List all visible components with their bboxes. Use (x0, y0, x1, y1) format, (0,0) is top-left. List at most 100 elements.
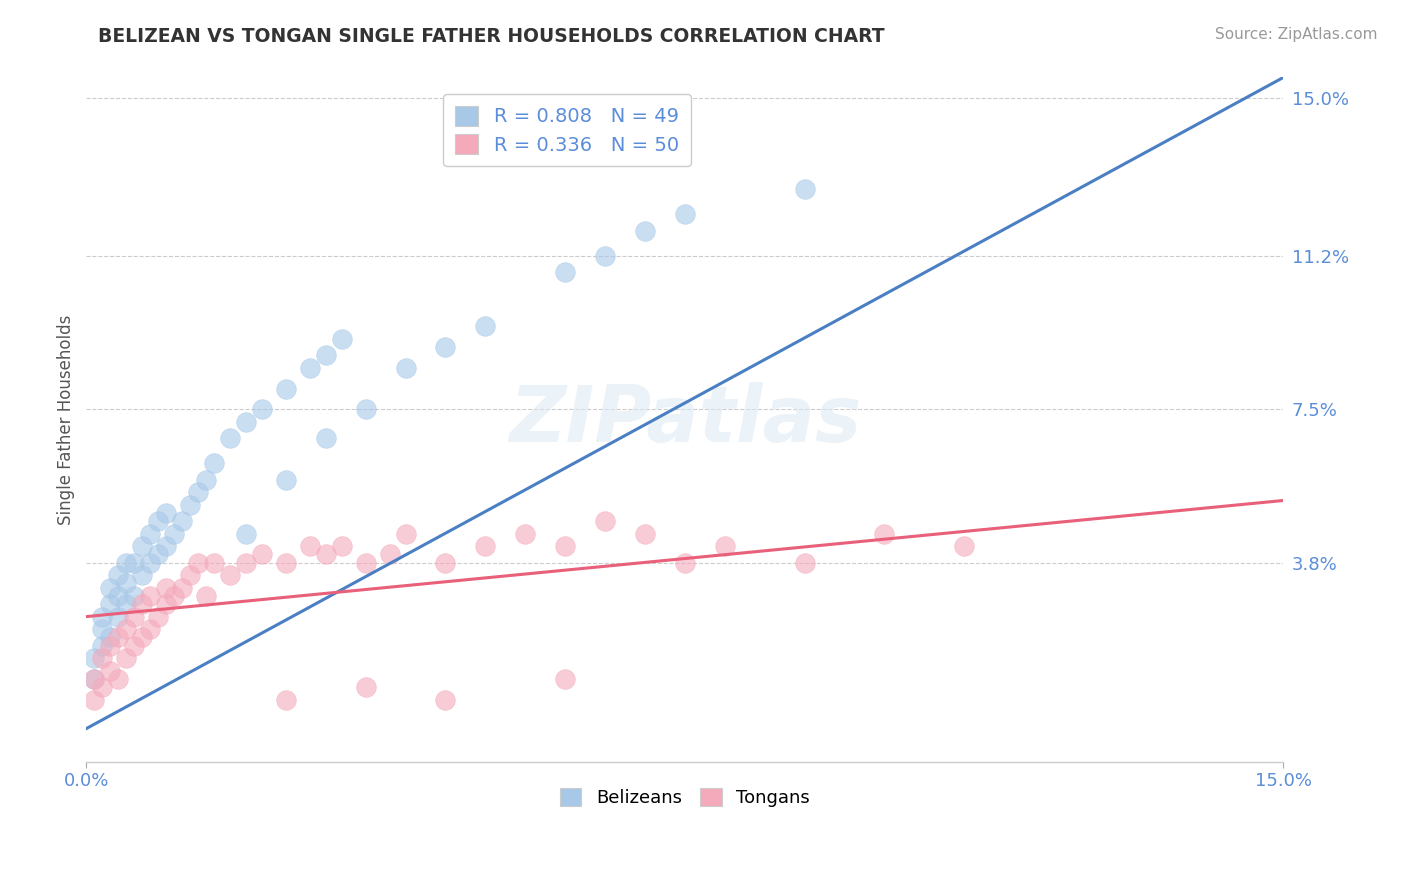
Point (163, 589, 186, 603)
Point (91, 651, 114, 665)
Point (107, 589, 129, 603)
Point (793, 182, 815, 196)
Point (139, 589, 162, 603)
Point (122, 556, 145, 570)
Point (235, 556, 257, 570)
Point (131, 568, 153, 582)
Point (235, 415, 257, 429)
Point (98, 664, 121, 678)
Point (953, 539, 976, 553)
Point (298, 539, 321, 553)
Point (187, 485, 209, 500)
Point (202, 456, 225, 470)
Legend: Belizeans, Tongans: Belizeans, Tongans (553, 780, 817, 814)
Point (115, 597, 138, 611)
Point (378, 548, 401, 562)
Point (107, 672, 129, 686)
Point (434, 692, 457, 706)
Point (250, 548, 273, 562)
Point (98, 639, 121, 653)
Point (274, 382, 297, 396)
Point (394, 526, 416, 541)
Point (146, 609, 169, 624)
Point (354, 402, 377, 417)
Text: ZIPatlas: ZIPatlas (509, 382, 860, 458)
Point (315, 348, 337, 362)
Point (131, 597, 153, 611)
Point (315, 431, 337, 445)
Point (330, 539, 353, 553)
Point (274, 556, 297, 570)
Point (554, 265, 576, 279)
Point (793, 556, 815, 570)
Point (202, 556, 225, 570)
Point (394, 360, 416, 375)
Point (250, 402, 273, 417)
Point (474, 319, 496, 334)
Point (122, 609, 145, 624)
Point (115, 622, 138, 636)
Point (139, 526, 162, 541)
Point (146, 514, 169, 528)
Point (107, 568, 129, 582)
Point (115, 556, 138, 570)
Point (122, 639, 145, 653)
Point (554, 672, 576, 686)
Point (83, 672, 105, 686)
Point (98, 631, 121, 645)
Point (139, 556, 162, 570)
Point (122, 589, 145, 603)
Point (179, 568, 201, 582)
Point (219, 431, 242, 445)
Point (354, 556, 377, 570)
Point (354, 680, 377, 694)
Point (163, 526, 186, 541)
Point (187, 556, 209, 570)
Point (155, 597, 177, 611)
Point (91, 609, 114, 624)
Point (155, 539, 177, 553)
Point (554, 539, 576, 553)
Point (235, 526, 257, 541)
Point (274, 692, 297, 706)
Point (131, 539, 153, 553)
Point (195, 473, 218, 487)
Point (170, 581, 193, 595)
Point (593, 514, 616, 528)
Point (873, 526, 896, 541)
Point (219, 568, 242, 582)
Point (195, 589, 218, 603)
Point (673, 207, 696, 221)
Point (83, 692, 105, 706)
Point (83, 672, 105, 686)
Point (98, 581, 121, 595)
Point (634, 526, 657, 541)
Point (83, 651, 105, 665)
Point (315, 548, 337, 562)
Point (146, 548, 169, 562)
Point (179, 498, 201, 512)
Point (593, 249, 616, 263)
Point (155, 506, 177, 520)
Point (91, 639, 114, 653)
Point (107, 631, 129, 645)
Point (131, 631, 153, 645)
Point (91, 622, 114, 636)
Point (115, 651, 138, 665)
Point (673, 556, 696, 570)
Point (115, 576, 138, 591)
Point (170, 514, 193, 528)
Point (330, 332, 353, 346)
Point (298, 360, 321, 375)
Point (515, 526, 537, 541)
Point (434, 340, 457, 354)
Y-axis label: Single Father Households: Single Father Households (58, 314, 75, 524)
Point (139, 622, 162, 636)
Point (474, 539, 496, 553)
Point (107, 609, 129, 624)
Point (98, 597, 121, 611)
Point (274, 473, 297, 487)
Point (713, 539, 735, 553)
Point (634, 224, 657, 238)
Text: BELIZEAN VS TONGAN SINGLE FATHER HOUSEHOLDS CORRELATION CHART: BELIZEAN VS TONGAN SINGLE FATHER HOUSEHO… (98, 27, 884, 45)
